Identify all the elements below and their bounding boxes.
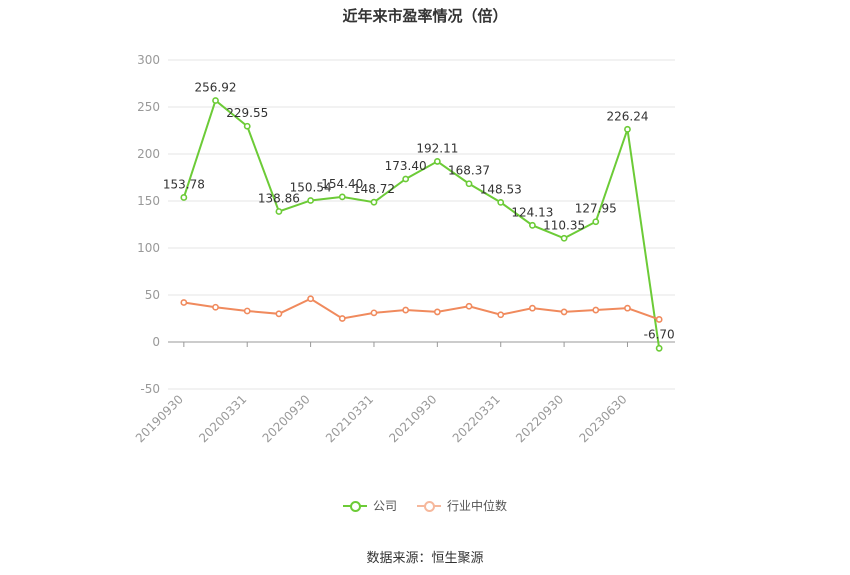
company-data-point (370, 198, 378, 206)
industry-data-point (560, 308, 568, 316)
company-data-point (243, 122, 251, 130)
company-data-point (624, 125, 631, 133)
company-data-label: 124.13 (511, 205, 553, 219)
company-data-label: 148.53 (480, 182, 522, 196)
company-data-label: 127.95 (575, 202, 617, 216)
industry-data-point (370, 309, 378, 317)
legend-company-marker-icon (342, 499, 367, 513)
x-tick-label: 20200930 (260, 392, 313, 445)
legend-industry-marker-icon (417, 499, 441, 513)
industry-data-point (624, 304, 631, 312)
x-tick-label: 20230630 (577, 392, 630, 445)
x-tick-label: 20220331 (450, 392, 503, 445)
legend-company-label: 公司 (372, 499, 397, 513)
chart-legend: 公司 行业中位数 (0, 497, 850, 514)
company-data-label: 150.54 (290, 180, 332, 194)
company-data-label: 229.55 (226, 106, 268, 120)
industry-data-point (465, 302, 473, 310)
company-data-label: 154.40 (321, 177, 363, 191)
industry-data-point (180, 299, 188, 306)
industry-data-point (433, 308, 441, 316)
legend-item-company[interactable]: 公司 (342, 497, 397, 514)
industry-data-point (338, 315, 346, 322)
data-source-note: 数据来源：恒生聚源 (366, 551, 484, 566)
company-data-point (592, 218, 600, 226)
industry-data-point (655, 316, 663, 323)
company-data-point (465, 180, 473, 188)
legend-item-industry[interactable]: 行业中位数 (417, 497, 507, 514)
company-data-label: 148.72 (353, 182, 395, 196)
y-tick-label: 300 (137, 53, 160, 67)
company-data-label: 256.92 (195, 80, 237, 94)
y-tick-label: 0 (152, 335, 160, 349)
y-tick-label: 150 (137, 194, 160, 208)
company-data-label: 226.24 (606, 109, 648, 123)
company-data-label: -6.70 (644, 327, 675, 341)
industry-data-point (592, 306, 600, 314)
x-tick-label: 20190930 (133, 392, 186, 445)
y-tick-label: 100 (137, 241, 160, 255)
industry-data-point (497, 311, 505, 319)
company-data-point (655, 344, 663, 352)
y-tick-label: -50 (140, 382, 160, 396)
company-data-point (307, 197, 314, 204)
industry-data-point (402, 306, 410, 314)
y-tick-label: 250 (137, 100, 160, 114)
x-tick-label: 20220930 (513, 392, 566, 445)
x-tick-label: 20210331 (323, 392, 376, 445)
company-data-label: 192.11 (416, 141, 458, 155)
industry-data-point (307, 295, 314, 303)
legend-industry-label: 行业中位数 (447, 499, 508, 513)
industry-data-point (275, 310, 283, 318)
company-data-point (497, 198, 505, 206)
chart-title: 近年来市盈率情况（倍） (342, 7, 508, 25)
y-tick-label: 50 (145, 288, 160, 302)
company-data-label: 173.40 (385, 159, 427, 173)
industry-data-point (529, 304, 536, 312)
company-data-point (402, 175, 410, 183)
x-tick-label: 20200331 (196, 392, 249, 445)
company-data-point (338, 193, 346, 201)
company-data-point (529, 221, 536, 229)
company-data-point (433, 158, 441, 165)
company-data-point (180, 194, 188, 201)
industry-data-point (212, 303, 219, 311)
industry-series-line (183, 297, 660, 321)
company-data-point (560, 234, 568, 242)
company-data-point (275, 208, 283, 215)
company-data-label: 110.35 (543, 218, 585, 232)
company-series-line (182, 98, 661, 349)
company-data-label: 153.78 (163, 177, 205, 191)
company-data-label: 168.37 (448, 164, 490, 178)
company-data-label: 138.86 (258, 191, 300, 205)
company-data-point (212, 97, 219, 104)
x-tick-label: 20210930 (386, 392, 439, 445)
industry-data-point (243, 307, 251, 315)
y-tick-label: 200 (137, 147, 160, 161)
